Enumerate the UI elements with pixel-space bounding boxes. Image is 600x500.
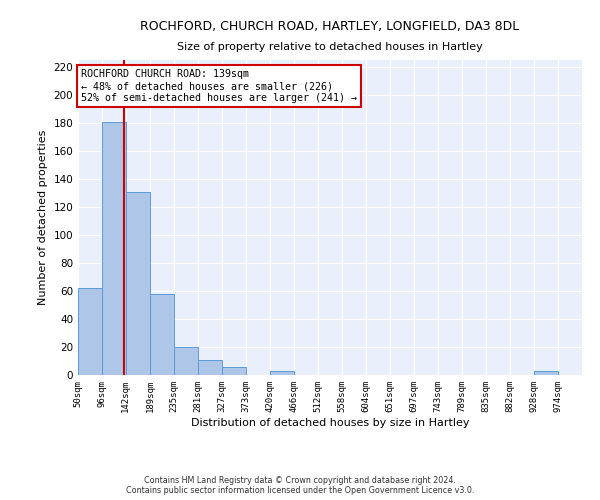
Bar: [102, 122, 126, 375]
Bar: [222, 366, 246, 375]
Bar: [534, 371, 558, 375]
Bar: [126, 192, 150, 375]
X-axis label: Distribution of detached houses by size in Hartley: Distribution of detached houses by size …: [191, 418, 469, 428]
Bar: [198, 360, 222, 375]
Bar: [174, 347, 198, 375]
Text: Size of property relative to detached houses in Hartley: Size of property relative to detached ho…: [177, 42, 483, 52]
Bar: [150, 294, 174, 375]
Bar: [270, 371, 294, 375]
Text: ROCHFORD CHURCH ROAD: 139sqm
← 48% of detached houses are smaller (226)
52% of s: ROCHFORD CHURCH ROAD: 139sqm ← 48% of de…: [80, 70, 356, 102]
Y-axis label: Number of detached properties: Number of detached properties: [38, 130, 48, 305]
Bar: [78, 288, 102, 375]
Text: Contains HM Land Registry data © Crown copyright and database right 2024.
Contai: Contains HM Land Registry data © Crown c…: [126, 476, 474, 495]
Text: ROCHFORD, CHURCH ROAD, HARTLEY, LONGFIELD, DA3 8DL: ROCHFORD, CHURCH ROAD, HARTLEY, LONGFIEL…: [140, 20, 520, 33]
